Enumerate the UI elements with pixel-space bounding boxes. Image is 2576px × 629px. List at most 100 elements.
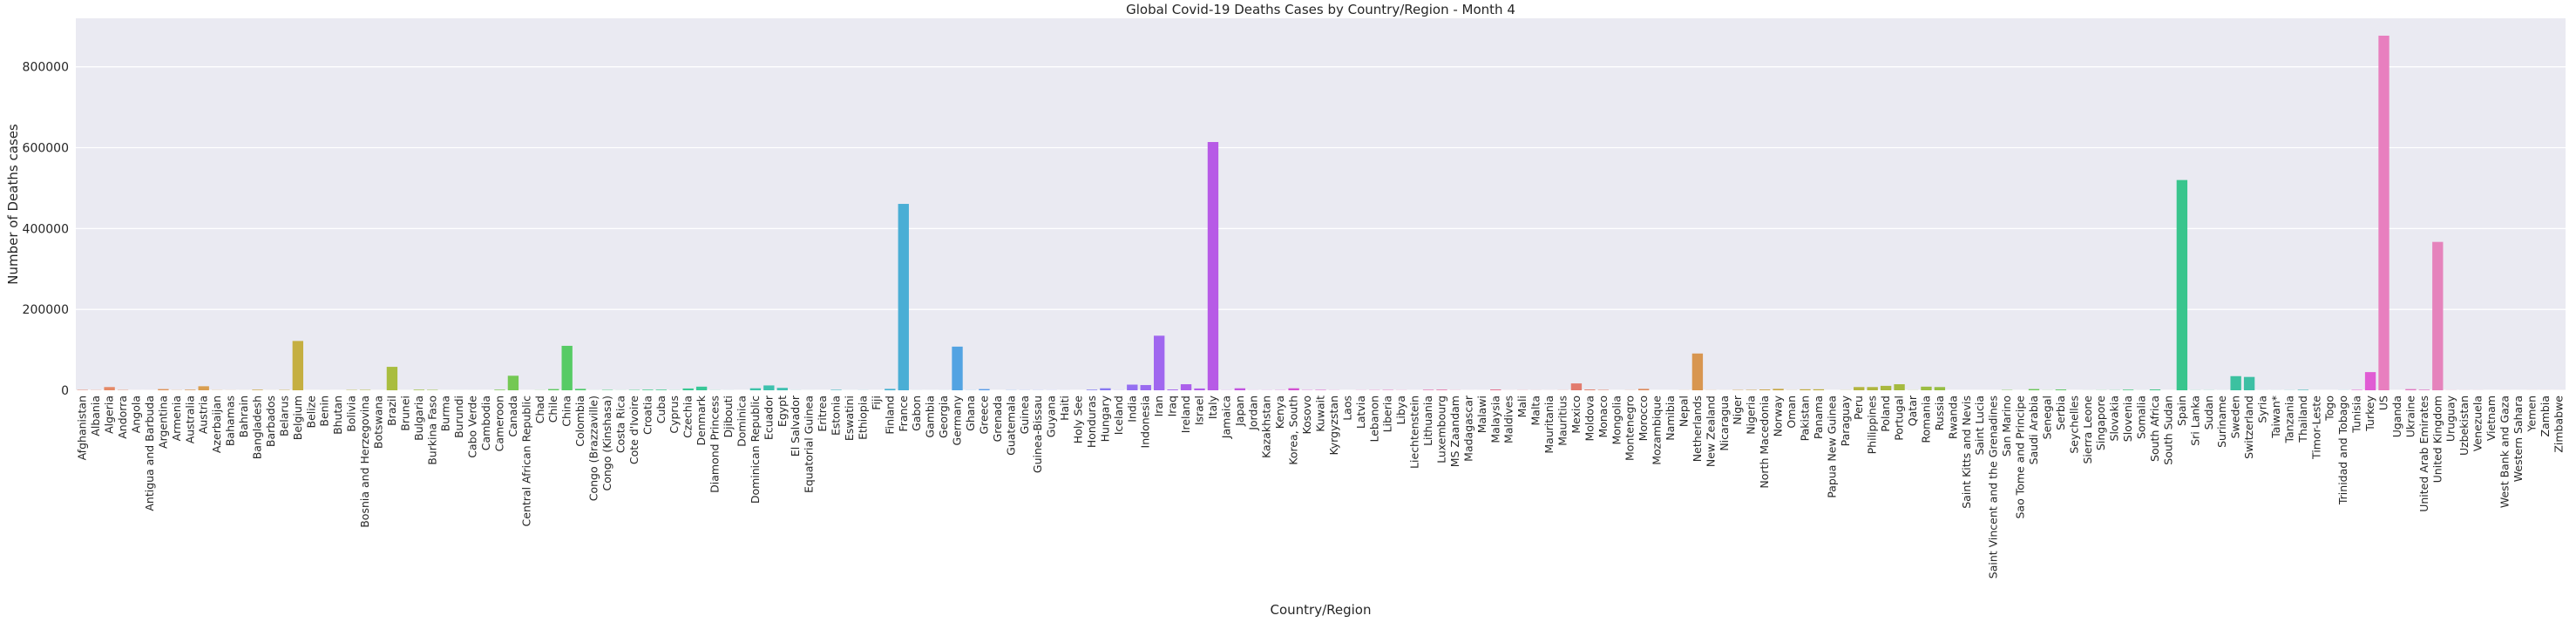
x-tick-label: Sweden [2229,396,2242,438]
x-tick-label: US [2377,396,2390,410]
y-tick-label: 800000 [23,61,69,75]
x-tick-label: Uzbekistan [2457,396,2471,456]
x-tick-label: Spain [2175,396,2188,426]
x-tick-label: Czechia [681,396,695,438]
x-tick-label: Oman [1785,396,1798,429]
x-tick-label: Seychelles [2067,396,2080,454]
x-tick-label: Equatorial Guinea [803,396,816,493]
x-tick-label: Gambia [924,396,937,438]
x-tick-label: Uganda [2390,396,2403,437]
x-tick-label: Panama [1812,396,1825,439]
x-tick-label: Pakistan [1798,396,1811,441]
x-tick-label: Namibia [1664,396,1677,441]
x-tick-label: Togo [2323,396,2336,422]
x-tick-label: Mozambique [1651,396,1664,465]
x-tick-label: Poland [1879,396,1892,432]
x-tick-label: Lithuania [1421,396,1434,446]
x-tick-label: Colombia [573,396,586,447]
bar [185,389,195,390]
x-tick-label: China [560,396,573,427]
x-tick-label: Haiti [1058,396,1071,421]
bar [642,389,653,390]
x-tick-label: Somalia [2135,396,2148,439]
x-tick-label: France [897,396,910,432]
x-tick-label: Kazakhstan [1260,396,1273,458]
x-tick-label: Canada [506,396,519,437]
bar [696,387,707,390]
x-tick-label: Singapore [2094,396,2107,450]
x-tick-label: Cyprus [668,396,681,434]
x-tick-label: Albania [89,396,102,436]
x-tick-label: Djibouti [722,396,735,437]
x-tick-label: Saint Kitts and Nevis [1960,396,1973,509]
bar [2230,376,2240,390]
x-tick-label: Angola [129,396,142,433]
x-tick-label: Qatar [1906,395,1919,426]
x-tick-label: Tunisia [2350,396,2363,434]
x-tick-label: Grenada [991,396,1004,442]
x-tick-label: MS Zaandam [1448,396,1461,467]
x-tick-label: South Sudan [2161,396,2174,465]
x-tick-label: San Marino [2000,396,2013,457]
x-tick-label: Italy [1206,395,1219,419]
bar [2150,389,2160,390]
bar [158,389,168,390]
x-tick-label: Sierra Leone [2081,396,2094,464]
x-tick-label: Romania [1919,396,1932,443]
bar [1235,389,1245,390]
x-tick-label: Costa Rica [613,396,627,453]
y-tick-label: 0 [61,384,69,398]
x-tick-label: Iceland [1112,396,1125,435]
y-tick-label: 200000 [23,303,69,317]
bar [2432,242,2443,390]
x-tick-label: Saint Lucia [1973,396,1986,456]
x-tick-label: Malaysia [1488,396,1502,443]
bar [199,386,209,390]
x-tick-label: Gabon [910,396,923,431]
x-tick-label: Nepal [1677,396,1690,427]
x-tick-label: Argentina [156,396,169,449]
x-tick-label: Iraq [1166,396,1179,416]
x-tick-label: El Salvador [789,395,802,457]
x-tick-label: Holy See [1072,396,1085,444]
x-tick-label: Philippines [1866,396,1879,454]
bar [2419,389,2430,390]
x-tick-label: Guinea [1018,396,1031,434]
bar [1423,389,1434,390]
bar [1759,389,1770,390]
bar [2177,180,2187,390]
bar [1935,387,1945,390]
x-tick-label: Algeria [103,396,116,434]
x-tick-label: Cabo Verde [466,396,479,458]
bar [1194,389,1204,390]
x-tick-label: Niger [1731,395,1744,424]
x-tick-label: Madagascar [1461,395,1474,462]
x-tick-label: Mongolia [1610,396,1623,445]
x-tick-label: Slovakia [2108,396,2121,441]
bar [508,375,519,390]
x-tick-label: Malawi [1475,396,1488,433]
bar [952,347,962,390]
bar [1154,335,1164,390]
bar [1127,385,1137,390]
x-tick-label: Armenia [170,396,183,441]
x-tick-label: Tanzania [2282,396,2295,443]
x-tick-label: Mauritius [1556,396,1569,446]
x-tick-label: Korea, South [1287,396,1300,465]
bar [656,389,667,390]
x-tick-label: Georgia [937,396,950,438]
x-tick-label: Norway [1772,395,1785,436]
x-tick-label: Jordan [1246,396,1259,431]
x-tick-label: Germany [951,395,964,445]
x-tick-label: Papua New Guinea [1825,396,1838,498]
x-tick-label: Benin [318,396,331,427]
bar [1881,386,1891,390]
x-tick-label: Honduras [1085,396,1098,448]
x-tick-label: Antigua and Barbuda [143,396,156,511]
x-tick-label: Belarus [277,396,290,436]
x-tick-label: Denmark [695,395,708,445]
x-tick-label: Russia [1933,396,1946,430]
x-tick-label: Nicaragua [1718,396,1731,451]
bar [2365,372,2376,390]
x-tick-label: Japan [1233,396,1246,427]
